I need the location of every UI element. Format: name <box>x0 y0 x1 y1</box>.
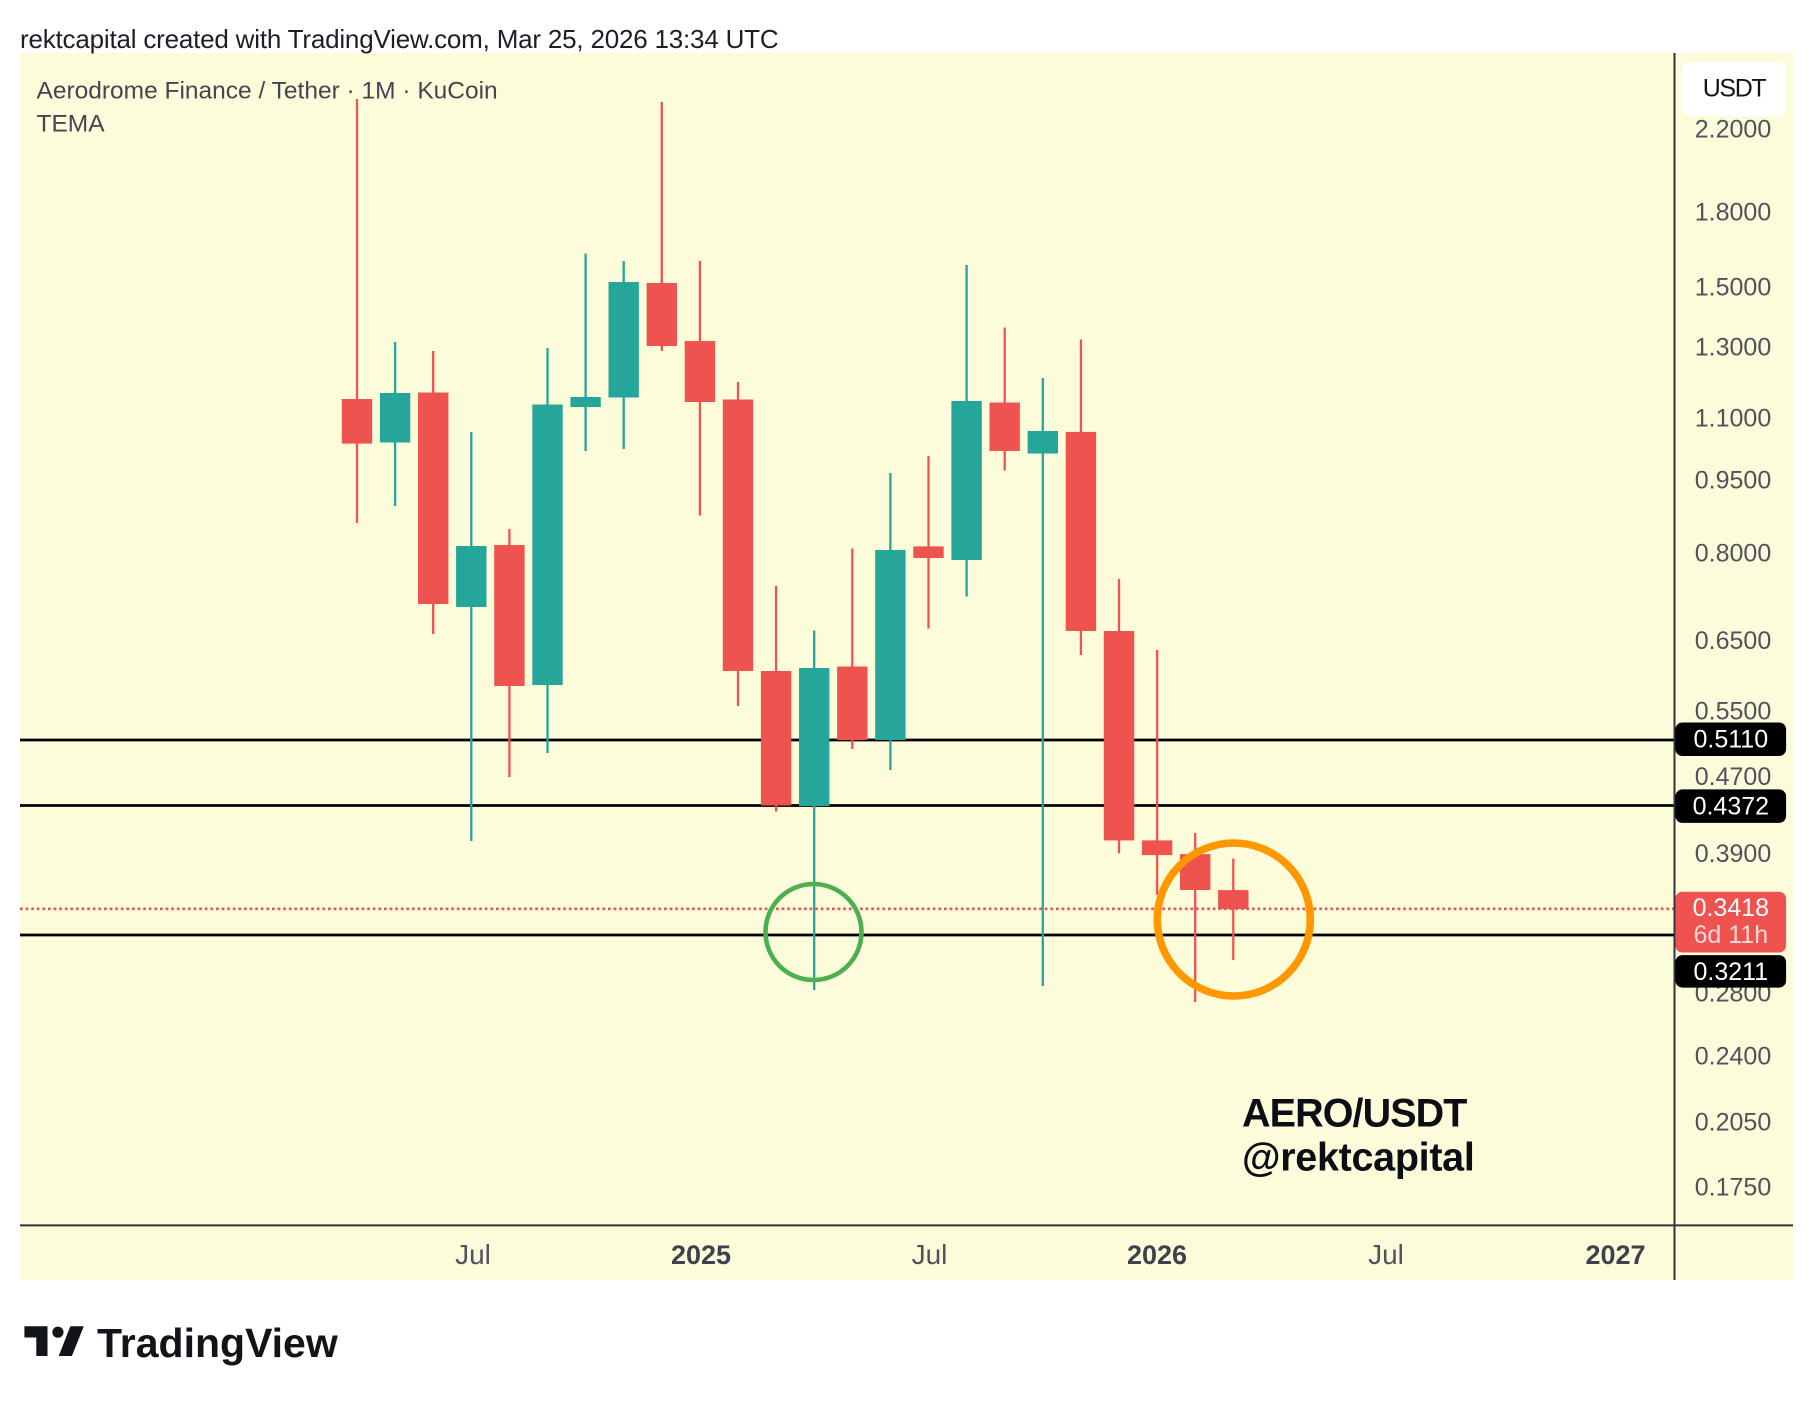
svg-text:1.3000: 1.3000 <box>1695 334 1771 362</box>
svg-text:0.5500: 0.5500 <box>1695 698 1771 726</box>
svg-text:0.4372: 0.4372 <box>1693 792 1769 820</box>
svg-text:2027: 2027 <box>1585 1240 1645 1270</box>
svg-text:0.6500: 0.6500 <box>1695 627 1771 655</box>
svg-text:1.1000: 1.1000 <box>1695 405 1771 433</box>
svg-text:0.2400: 0.2400 <box>1695 1043 1771 1071</box>
svg-text:0.3418: 0.3418 <box>1693 894 1769 922</box>
svg-text:USDT: USDT <box>1703 75 1767 103</box>
svg-text:@rektcapital: @rektcapital <box>1242 1136 1475 1180</box>
svg-text:0.2050: 0.2050 <box>1695 1109 1771 1137</box>
svg-text:0.3211: 0.3211 <box>1693 958 1768 986</box>
svg-text:0.4700: 0.4700 <box>1695 763 1771 791</box>
svg-text:Jul: Jul <box>912 1239 948 1270</box>
svg-text:0.3900: 0.3900 <box>1695 840 1771 868</box>
svg-text:TradingView: TradingView <box>97 1320 338 1366</box>
svg-text:Jul: Jul <box>455 1239 491 1270</box>
svg-text:2025: 2025 <box>671 1240 731 1270</box>
svg-text:rektcapital created with Tradi: rektcapital created with TradingView.com… <box>20 24 778 54</box>
svg-text:2026: 2026 <box>1127 1240 1187 1270</box>
svg-text:Aerodrome Finance / Tether · 1: Aerodrome Finance / Tether · 1M · KuCoin <box>37 78 498 105</box>
svg-text:TEMA: TEMA <box>37 111 106 138</box>
svg-text:0.8000: 0.8000 <box>1695 540 1771 568</box>
svg-text:0.9500: 0.9500 <box>1695 467 1771 495</box>
svg-text:1.5000: 1.5000 <box>1695 274 1771 302</box>
svg-text:0.5110: 0.5110 <box>1693 726 1768 754</box>
svg-text:6d 11h: 6d 11h <box>1693 921 1768 949</box>
svg-text:0.1750: 0.1750 <box>1695 1174 1771 1202</box>
svg-text:2.2000: 2.2000 <box>1695 116 1771 144</box>
svg-text:1.8000: 1.8000 <box>1695 199 1771 227</box>
svg-text:Jul: Jul <box>1368 1239 1404 1270</box>
svg-text:AERO/USDT: AERO/USDT <box>1242 1092 1467 1136</box>
